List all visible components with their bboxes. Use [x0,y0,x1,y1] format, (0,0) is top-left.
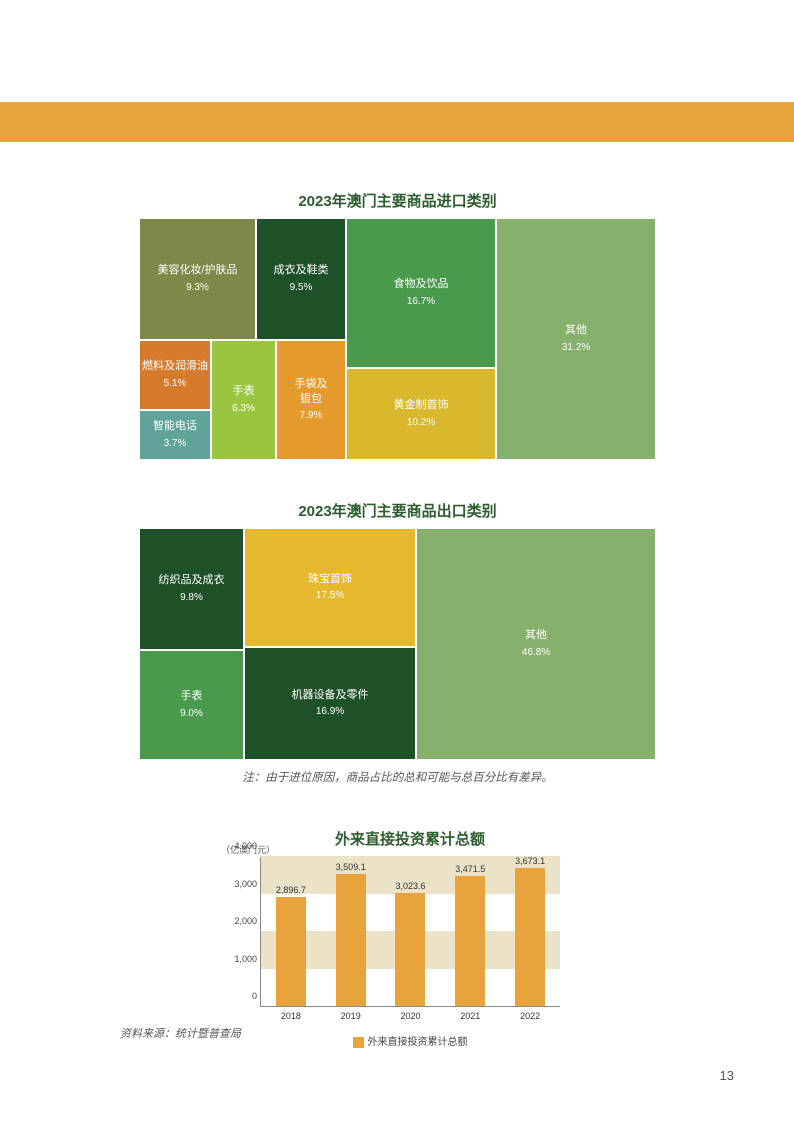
fdi-bar [515,868,545,1006]
cell-pct: 16.7% [407,295,435,309]
bar-value: 3,509.1 [336,862,366,872]
cell-pct: 46.8% [522,646,550,660]
cell-bag: 手袋及 银包 7.9% [277,341,345,459]
bar-value: 3,673.1 [515,856,545,866]
fdi-chart: （亿澳门元） 01,0002,0003,0004,000 2,896.73,50… [260,857,560,1007]
cell-label: 手表 [233,384,255,399]
cell-label: 其他 [565,323,587,338]
y-tick: 1,000 [221,954,257,964]
cell-pct: 31.2% [562,341,590,355]
cell-fuel: 燃料及润滑油 5.1% [140,341,210,409]
fdi-title: 外来直接投资累计总额 [250,828,570,849]
cell-pct: 9.0% [180,707,203,721]
fdi-section: 外来直接投资累计总额 （亿澳门元） 01,0002,0003,0004,000 … [250,828,570,1048]
bar-value: 3,471.5 [455,864,485,874]
cell-pct: 10.2% [407,416,435,430]
y-tick: 3,000 [221,879,257,889]
legend-text: 外来直接投资累计总额 [368,1037,468,1048]
cell-label: 珠宝首饰 [308,572,352,587]
cell-label: 黄金制首饰 [394,398,449,413]
fdi-bar [336,874,366,1006]
cell-pct: 5.1% [164,377,187,391]
cell-pct: 9.3% [186,281,209,295]
bar-value: 2,896.7 [276,885,306,895]
exports-note: 注：由于进位原因，商品占比的总和可能与总百分比有差异。 [140,769,655,785]
cell-label: 美容化妆/护肤品 [157,263,237,278]
fdi-bar [276,897,306,1006]
cell-jewel: 珠宝首饰 17.5% [245,529,415,646]
cell-clothing: 成衣及鞋类 9.5% [257,219,345,339]
cell-pct: 7.9% [300,409,323,423]
exports-section: 2023年澳门主要商品出口类别 纺织品及成衣 9.8% 手表 9.0% 珠宝首饰… [140,500,655,785]
header-band [0,102,794,142]
y-tick: 4,000 [221,841,257,851]
x-label: 2019 [331,1011,371,1021]
cell-textile: 纺织品及成衣 9.8% [140,529,243,649]
cell-label: 智能电话 [153,419,197,434]
cell-food: 食物及饮品 16.7% [347,219,495,367]
cell-beauty: 美容化妆/护肤品 9.3% [140,219,255,339]
y-tick: 0 [221,991,257,1001]
fdi-bar [395,893,425,1006]
cell-gold: 黄金制首饰 10.2% [347,369,495,459]
cell-pct: 16.9% [316,705,344,719]
page-number: 13 [720,1068,734,1083]
source-note: 资料来源：统计暨普查局 [120,1025,241,1041]
imports-section: 2023年澳门主要商品进口类别 美容化妆/护肤品 9.3% 成衣及鞋类 9.5%… [140,190,655,459]
cell-label: 燃料及润滑油 [142,359,208,374]
bar-value: 3,023.6 [395,881,425,891]
cell-pct: 9.5% [290,281,313,295]
imports-treemap: 美容化妆/护肤品 9.3% 成衣及鞋类 9.5% 燃料及润滑油 5.1% 智能电… [140,219,655,459]
cell-pct: 3.7% [164,437,187,451]
exports-treemap: 纺织品及成衣 9.8% 手表 9.0% 珠宝首饰 17.5% 机器设备及零件 1… [140,529,655,759]
cell-label: 手表 [181,689,203,704]
exports-title: 2023年澳门主要商品出口类别 [140,500,655,521]
cell-pct: 17.5% [316,589,344,603]
cell-label: 机器设备及零件 [292,688,369,703]
fdi-bar [455,876,485,1006]
cell-label: 手袋及 银包 [295,377,328,408]
cell-label: 成衣及鞋类 [274,263,329,278]
cell-label: 食物及饮品 [394,277,449,292]
x-label: 2018 [271,1011,311,1021]
cell-label: 其他 [525,628,547,643]
imports-title: 2023年澳门主要商品进口类别 [140,190,655,211]
x-label: 2022 [510,1011,550,1021]
cell-other: 其他 31.2% [497,219,655,459]
cell-label: 纺织品及成衣 [159,573,225,588]
cell-pct: 6.3% [232,402,255,416]
x-label: 2021 [450,1011,490,1021]
fdi-legend: 外来直接投资累计总额 [250,1033,570,1048]
cell-other-ex: 其他 46.8% [417,529,655,759]
cell-pct: 9.8% [180,591,203,605]
cell-watch-ex: 手表 9.0% [140,651,243,759]
legend-swatch [353,1037,364,1048]
x-label: 2020 [390,1011,430,1021]
cell-phone: 智能电话 3.7% [140,411,210,459]
cell-watch: 手表 6.3% [212,341,275,459]
y-tick: 2,000 [221,916,257,926]
cell-machine: 机器设备及零件 16.9% [245,648,415,759]
